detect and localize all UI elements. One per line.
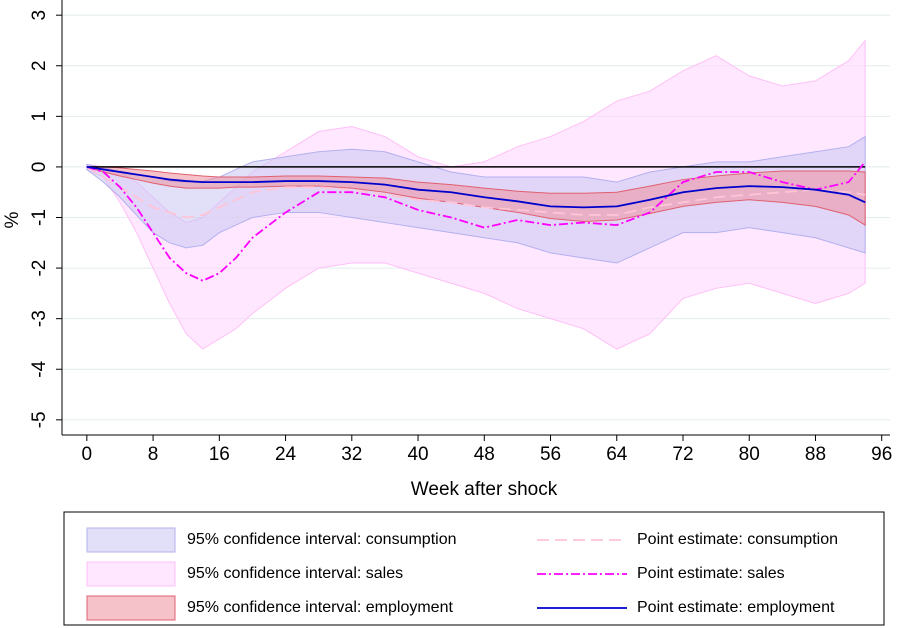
x-tick-label: 48 [474, 444, 495, 465]
y-tick-label: 0 [29, 162, 50, 173]
legend-label: 95% confidence interval: employment [187, 599, 453, 616]
y-tick-label: 1 [29, 111, 50, 122]
legend-label: Point estimate: consumption [637, 531, 838, 548]
x-axis-label: Week after shock [411, 479, 558, 500]
x-tick-label: 80 [739, 444, 760, 465]
y-tick-label: -2 [29, 260, 50, 277]
legend-swatch [86, 595, 176, 621]
x-tick-label: 8 [148, 444, 159, 465]
legend-box [63, 511, 885, 626]
legend-swatch [86, 561, 176, 587]
x-tick-label: 16 [209, 444, 230, 465]
y-tick-label: -4 [29, 360, 50, 377]
x-tick-label: 24 [275, 444, 297, 465]
legend-swatch [86, 527, 176, 553]
x-tick-label: 56 [540, 444, 561, 465]
x-tick-label: 64 [606, 444, 628, 465]
y-tick-label: -5 [29, 411, 50, 428]
x-tick-label: 40 [407, 444, 428, 465]
y-tick-label: 2 [29, 60, 50, 71]
legend-label: 95% confidence interval: sales [187, 565, 403, 582]
series-line [86, 161, 866, 282]
legend-label: Point estimate: employment [637, 599, 835, 616]
x-tick-label: 72 [672, 444, 693, 465]
x-tick-label: 32 [341, 444, 362, 465]
y-tick-label: 3 [29, 10, 50, 21]
legend-label: Point estimate: sales [637, 565, 785, 582]
x-tick-label: 88 [805, 444, 826, 465]
x-tick-label: 0 [82, 444, 93, 465]
x-tick-label: 96 [871, 444, 892, 465]
y-axis-label: % [2, 211, 23, 228]
series-line [86, 166, 866, 209]
series-line [86, 166, 866, 219]
legend-label: 95% confidence interval: consumption [187, 531, 457, 548]
y-tick-label: -1 [29, 209, 50, 226]
y-tick-label: -3 [29, 310, 50, 327]
legend: 95% confidence interval: sales 95% confid… [86, 527, 838, 621]
